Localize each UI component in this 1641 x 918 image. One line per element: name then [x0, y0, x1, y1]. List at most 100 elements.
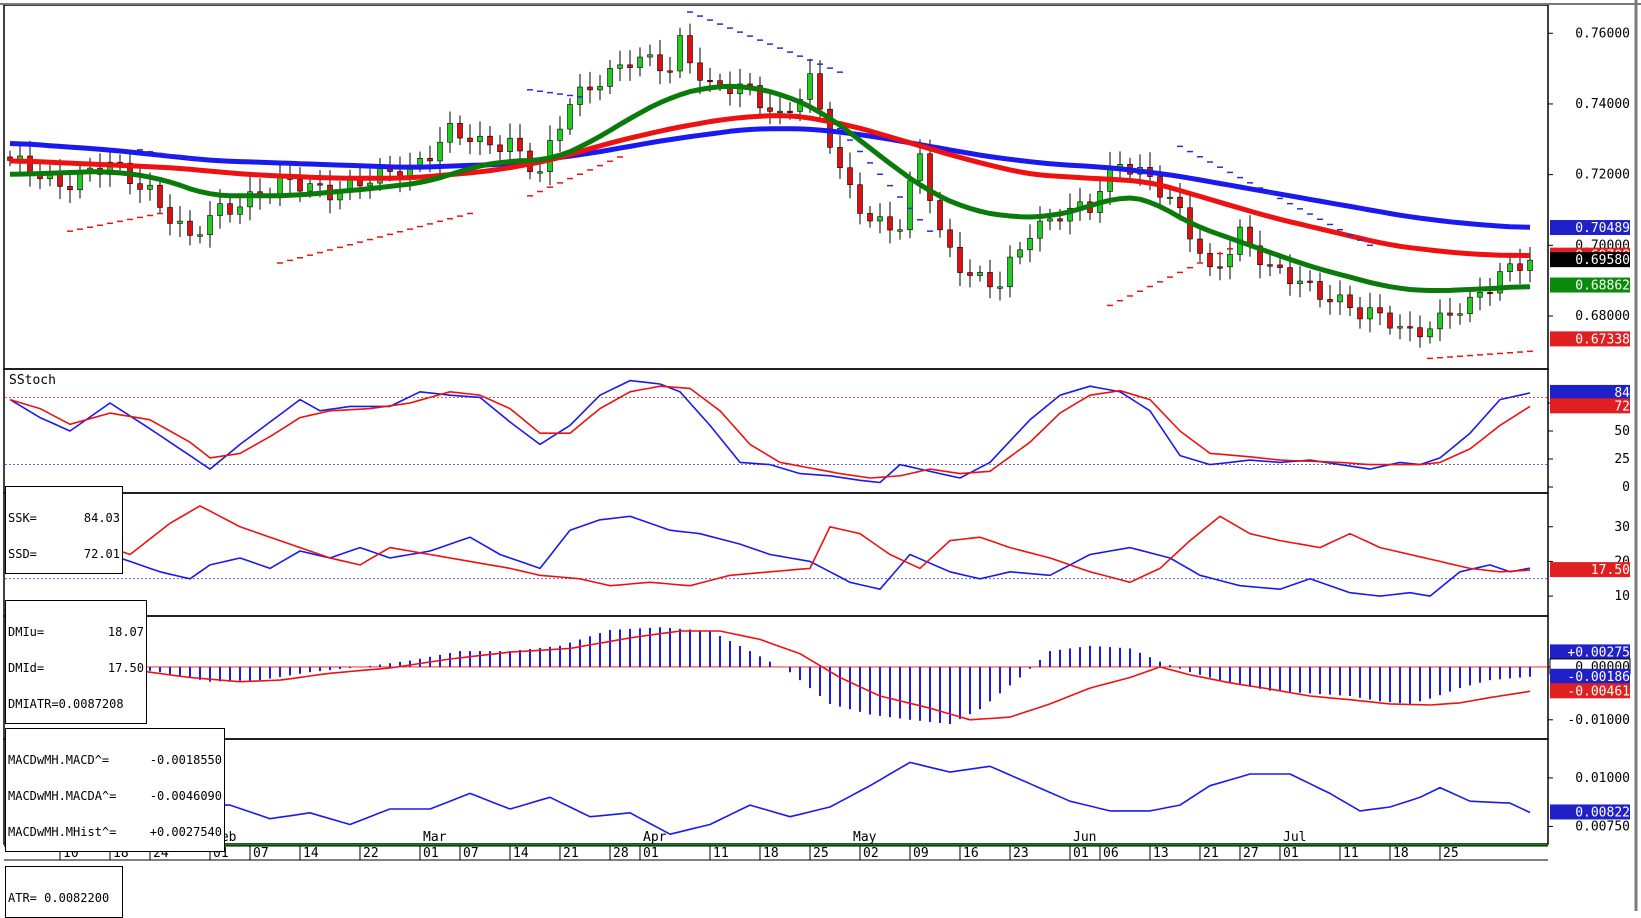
candle-body	[1467, 296, 1473, 315]
candle-body	[1517, 263, 1523, 271]
candle-body	[637, 56, 643, 68]
candle-body	[627, 64, 633, 68]
candle-body	[947, 229, 953, 248]
candle-body	[297, 179, 303, 192]
candle-body	[487, 135, 493, 146]
candle-body	[707, 79, 713, 83]
candle-body	[1027, 237, 1033, 251]
candle-body	[657, 54, 663, 72]
candle-body	[477, 135, 483, 142]
macdwmh-value-tag-label: -0.00186	[1567, 670, 1630, 685]
macdwmh-value-tag	[1550, 644, 1630, 660]
candle-body	[927, 153, 933, 201]
candle-body	[427, 157, 433, 162]
candle-body	[1397, 326, 1403, 329]
candle-body	[1407, 326, 1413, 329]
candle-body	[1527, 259, 1533, 271]
mhist-value: +0.0027540	[149, 825, 222, 839]
dmi-ytick-label: 10	[1614, 589, 1630, 604]
candle-body	[1257, 245, 1263, 265]
candle-body	[907, 180, 913, 231]
x-axis-day-label: 27	[1243, 846, 1259, 861]
candle-body	[217, 203, 223, 216]
candle-body	[607, 68, 613, 87]
x-axis-day-label: 01	[643, 846, 659, 861]
macd-readout-box: MACDwMH.MACD^= -0.0018550 MACDwMH.MACDA^=…	[5, 728, 225, 852]
candle-body	[1417, 327, 1423, 338]
candle-body	[867, 213, 873, 222]
x-axis-day-label: 22	[363, 846, 379, 861]
ma-fast-line	[9, 83, 1531, 293]
sstoch-value-tag	[1550, 398, 1630, 414]
candle-body	[277, 177, 283, 196]
price-value-tag-label: 0.70489	[1575, 221, 1630, 236]
candle-body	[697, 62, 703, 81]
candle-body	[1007, 256, 1013, 288]
candle-body	[447, 123, 453, 143]
x-axis-day-label: 21	[563, 846, 579, 861]
candle-body	[807, 73, 813, 100]
candle-body	[887, 216, 893, 231]
candle-body	[1367, 307, 1373, 320]
atr-value-tag	[1550, 804, 1630, 820]
candle-body	[1437, 312, 1443, 330]
x-axis-day-label: 18	[1393, 846, 1409, 861]
dmi-atr-value: 0.0087208	[58, 697, 124, 711]
candle-body	[817, 73, 823, 110]
candle-body	[147, 184, 153, 190]
sstoch-readout-ssk: SSK= 84.03	[8, 512, 120, 524]
candle-body	[587, 86, 593, 91]
candle-body	[1387, 312, 1393, 329]
x-axis-day-label: 25	[1443, 846, 1459, 861]
sstoch-panel-title: SStoch	[9, 373, 56, 388]
candle-body	[537, 171, 543, 174]
candle-body	[1267, 264, 1273, 267]
macd-readout-macd: MACDwMH.MACD^= -0.0018550	[8, 754, 222, 766]
sstoch-ssd-label: SSD=	[8, 547, 37, 561]
candle-body	[1167, 196, 1173, 199]
candle-body	[457, 123, 463, 139]
dmi-value-tag	[1550, 562, 1630, 578]
candle-body	[577, 86, 583, 105]
sstoch-ssd-value: 72.01	[83, 547, 120, 561]
candle-body	[917, 153, 923, 182]
candle-body	[967, 272, 973, 276]
dmi-readout-atr: DMIATR=0.0087208	[8, 698, 144, 710]
dmi-value-tag-label: 17.50	[1591, 563, 1630, 578]
price-value-tag	[1550, 220, 1630, 236]
sar-series	[67, 11, 1533, 360]
x-axis-month-label: Apr	[643, 830, 667, 845]
candle-body	[1017, 249, 1023, 258]
candle-body	[937, 200, 943, 231]
x-axis-month-label: May	[853, 830, 877, 845]
mhist-label: MACDwMH.MHist^=	[8, 825, 117, 839]
candle-body	[437, 141, 443, 162]
macd-label: MACDwMH.MACD^=	[8, 753, 110, 767]
price-value-tag	[1550, 277, 1630, 293]
sstoch-value-tag	[1550, 384, 1630, 400]
candle-body	[517, 137, 523, 152]
sstoch-value-tag-label: 84	[1614, 386, 1630, 401]
candle-body	[167, 207, 173, 224]
candle-body	[177, 220, 183, 224]
x-axis-day-label: 14	[513, 846, 529, 861]
candle-body	[507, 137, 513, 152]
candle-body	[1197, 238, 1203, 254]
candle-body	[137, 183, 143, 190]
price-value-tag-label: 0.68862	[1575, 279, 1630, 294]
candle-body	[227, 203, 233, 215]
ma-mid-line	[9, 113, 1531, 258]
dmi-down-label: DMId=	[8, 661, 45, 675]
macdwmh-histogram	[9, 627, 1531, 725]
sstoch-value-tag-label: 72	[1614, 399, 1630, 414]
price-value-tag-label: 0.67338	[1575, 332, 1630, 347]
dmi-dmiu-line	[9, 515, 1531, 597]
x-axis-day-label: 09	[913, 846, 929, 861]
macda-label: MACDwMH.MACDA^=	[8, 789, 117, 803]
dmi-dmid-line	[9, 505, 1531, 587]
x-axis-day-label: 07	[463, 846, 479, 861]
candle-body	[1287, 267, 1293, 285]
sstoch-ytick-label: 25	[1614, 452, 1630, 467]
candle-body	[1317, 281, 1323, 300]
